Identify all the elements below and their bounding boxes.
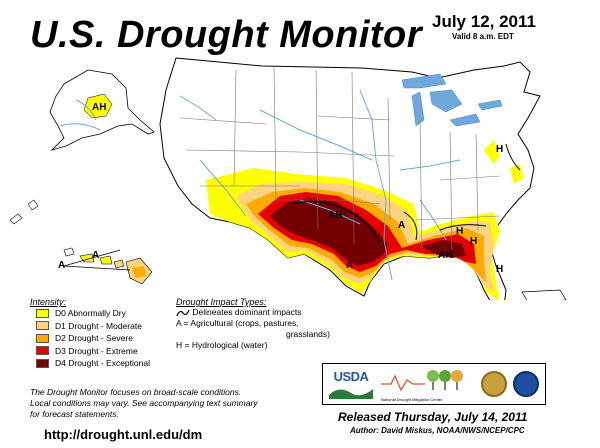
legend-item-d1: D1 Drought - Moderate (36, 320, 150, 333)
map-label-southern-plains: AH (328, 210, 342, 221)
ndmc-logo: National Drought Mitigation Center (381, 368, 463, 402)
impact-line-hydrological: H = Hydrological (water) (176, 340, 268, 350)
note-line: The Drought Monitor focuses on broad-sca… (30, 387, 242, 397)
note-line: Local conditions may vary. See accompany… (30, 398, 258, 408)
map-label-southeast-h: H (456, 226, 463, 237)
usda-logo: USDA (329, 369, 373, 401)
map-label-alaska: AH (92, 102, 106, 113)
map-label-georgia-h: H (470, 236, 477, 247)
legend-item-d4: D4 Drought - Exceptional (36, 357, 150, 370)
note-line: for forecast statements. (30, 409, 119, 419)
intensity-title: Intensity: (30, 297, 67, 307)
impact-title: Drought Impact Types: (176, 297, 267, 307)
partner-logos: USDA National Drought Mitigation Center (322, 363, 546, 405)
legend-label: D4 Drought - Exceptional (55, 358, 150, 369)
impact-text: Delineates dominant impacts (192, 307, 302, 317)
conus: AH A H H AH A H H (159, 57, 541, 300)
legend-item-d2: D2 Drought - Severe (36, 332, 150, 345)
alaska: AH (9, 69, 155, 225)
map-label-lower-mississippi: A (398, 220, 405, 231)
commerce-seal-icon (481, 371, 507, 397)
legend-swatch (36, 346, 49, 356)
valid-time: Valid 8 a.m. EDT (452, 32, 514, 41)
legend-swatch (36, 308, 49, 318)
map-title: U.S. Drought Monitor (30, 14, 423, 56)
impact-legend: Delineates dominant impacts A = Agricult… (176, 307, 330, 351)
legend-item-d0: D0 Abnormally Dry (36, 307, 150, 320)
usda-hills-icon (329, 389, 373, 399)
legend-item-d3: D3 Drought - Extreme (36, 345, 150, 358)
legend-label: D1 Drought - Moderate (55, 320, 142, 331)
hawaii: A A (58, 247, 153, 285)
intensity-legend: D0 Abnormally Dry D1 Drought - Moderate … (36, 307, 150, 370)
impact-line-agricultural: A = Agricultural (crops, pastures, (176, 318, 299, 328)
drought-url-link[interactable]: http://drought.unl.edu/dm (44, 427, 203, 442)
map-label-gulf-coast: AH (438, 250, 452, 261)
impact-line-icon (176, 309, 190, 316)
legend-label: D3 Drought - Extreme (55, 345, 138, 356)
map-label-hawaii: A (92, 250, 99, 261)
ndmc-logo-text: National Drought Mitigation Center (381, 397, 443, 402)
map-label-florida: H (496, 264, 503, 275)
ndmc-trees-icon (381, 370, 463, 392)
legend-label: D0 Abnormally Dry (55, 308, 126, 319)
puerto-rico (521, 289, 567, 300)
usda-logo-text: USDA (333, 369, 369, 384)
map-label-texas-a: A (346, 260, 353, 271)
map-label-mid-atlantic: H (496, 144, 503, 155)
impact-line-grasslands: grasslands) (286, 329, 330, 339)
noaa-seal-icon (513, 371, 539, 397)
disclaimer-note: The Drought Monitor focuses on broad-sca… (30, 387, 330, 420)
release-date: Released Thursday, July 14, 2011 (338, 410, 528, 424)
impact-line-delineates: Delineates dominant impacts (176, 307, 330, 318)
map-date: July 12, 2011 (432, 12, 536, 31)
legend-swatch (36, 321, 49, 331)
legend-label: D2 Drought - Severe (55, 333, 133, 344)
map-label-hawaii-a: A (58, 260, 65, 271)
legend-swatch (36, 358, 49, 368)
drought-map: AH A A (9, 57, 567, 300)
legend-swatch (36, 333, 49, 343)
author-credit: Author: David Miskus, NOAA/NWS/NCEP/CPC (350, 426, 525, 435)
